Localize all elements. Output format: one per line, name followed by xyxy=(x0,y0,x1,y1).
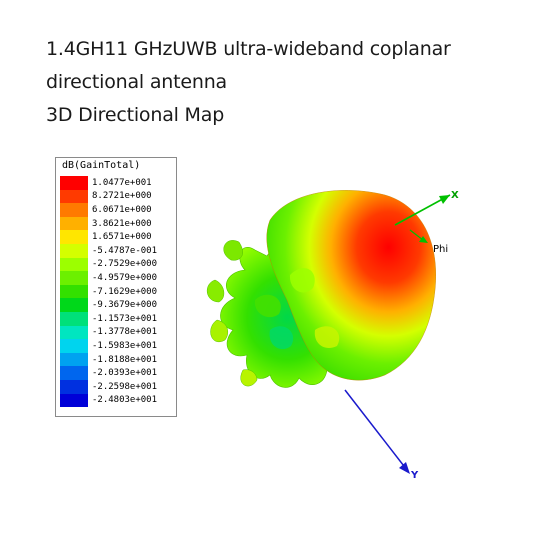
legend-value: 1.0477e+001 xyxy=(92,177,152,188)
legend-value: 8.2721e+000 xyxy=(92,191,152,202)
back-lobe-petal xyxy=(207,279,225,303)
legend-value: -1.3778e+001 xyxy=(92,327,158,338)
legend-row: -2.4803e+001 xyxy=(60,393,174,408)
title-line-2: directional antenna xyxy=(46,71,227,93)
legend-row: 6.0671e+000 xyxy=(60,203,174,217)
legend-value: 6.0671e+000 xyxy=(92,204,152,215)
main-lobe-ripple xyxy=(289,268,315,293)
legend-value: -2.4803e+001 xyxy=(92,395,158,406)
legend-row: -2.2598e+001 xyxy=(60,379,174,394)
x-axis-line xyxy=(394,194,451,226)
phi-axis-label: Phi xyxy=(433,244,448,255)
phi-axis-line xyxy=(409,229,424,241)
legend-value: -2.2598e+001 xyxy=(92,381,158,392)
legend-value: -9.3679e+000 xyxy=(92,300,158,311)
phi-axis-arrowhead xyxy=(419,236,428,243)
legend-body: 1.0477e+001 8.2721e+000 6.0671e+000 3.8621e… xyxy=(60,176,174,408)
gain-legend: dB(GainTotal) 1.0477e+001 8.2721e+000 6.06… xyxy=(55,157,177,417)
legend-swatch xyxy=(60,189,88,204)
legend-value: 1.6571e+000 xyxy=(92,232,152,243)
legend-swatch xyxy=(60,379,88,394)
main-lobe xyxy=(266,190,436,381)
legend-swatch xyxy=(60,284,88,299)
legend-swatch xyxy=(60,203,88,217)
legend-row: -2.7529e+000 xyxy=(60,257,174,272)
legend-swatch xyxy=(60,325,88,340)
legend-row: -7.1629e+000 xyxy=(60,284,174,299)
legend-swatch xyxy=(60,176,88,190)
legend-row: 1.0477e+001 xyxy=(60,176,174,190)
legend-swatch xyxy=(60,352,88,367)
legend-swatch xyxy=(60,216,88,231)
legend-swatch xyxy=(60,271,88,285)
x-axis-arrowhead xyxy=(439,195,450,204)
legend-swatch xyxy=(60,311,88,326)
main-lobe-ripple xyxy=(254,294,281,318)
legend-row: -5.4787e-001 xyxy=(60,243,174,258)
legend-swatch xyxy=(60,298,88,312)
legend-swatch xyxy=(60,243,88,258)
title-line-3: 3D Directional Map xyxy=(46,104,225,126)
legend-row: -1.5983e+001 xyxy=(60,339,174,353)
legend-value: -1.1573e+001 xyxy=(92,313,158,324)
title-block: 1.4GH11 GHzUWB ultra-wideband coplanar d… xyxy=(46,33,516,132)
main-lobe-ripple xyxy=(314,326,340,349)
legend-value: -2.0393e+001 xyxy=(92,368,158,379)
legend-value: -2.7529e+000 xyxy=(92,259,158,270)
back-lobe-petal xyxy=(210,319,228,343)
y-axis-arrowhead xyxy=(399,462,410,474)
legend-value: 3.8621e+000 xyxy=(92,218,152,229)
legend-row: -1.8188e+001 xyxy=(60,352,174,367)
legend-value: -1.8188e+001 xyxy=(92,354,158,365)
legend-value: -5.4787e-001 xyxy=(92,245,158,256)
legend-swatch xyxy=(60,339,88,353)
y-axis-line xyxy=(344,389,408,471)
legend-swatch xyxy=(60,393,88,408)
y-axis-label: Y xyxy=(410,470,419,480)
x-axis-label: X xyxy=(451,190,459,201)
legend-swatch xyxy=(60,257,88,272)
legend-row: -1.1573e+001 xyxy=(60,311,174,326)
radiation-pattern-plot: X Phi Y xyxy=(207,190,459,480)
legend-row: 1.6571e+000 xyxy=(60,230,174,244)
legend-row: 8.2721e+000 xyxy=(60,189,174,204)
title-line-1: 1.4GH11 GHzUWB ultra-wideband coplanar xyxy=(46,38,451,60)
legend-swatch xyxy=(60,366,88,380)
legend-row: 3.8621e+000 xyxy=(60,216,174,231)
legend-row: -1.3778e+001 xyxy=(60,325,174,340)
legend-swatch xyxy=(60,230,88,244)
back-lobe-petal xyxy=(240,369,258,387)
legend-row: -9.3679e+000 xyxy=(60,298,174,312)
legend-row: -2.0393e+001 xyxy=(60,366,174,380)
back-lobe-petal xyxy=(223,240,243,261)
legend-value: -4.9579e+000 xyxy=(92,272,158,283)
legend-value: -7.1629e+000 xyxy=(92,286,158,297)
legend-header: dB(GainTotal) xyxy=(62,160,141,171)
legend-row: -4.9579e+000 xyxy=(60,271,174,285)
main-lobe-ripple xyxy=(269,326,294,350)
legend-value: -1.5983e+001 xyxy=(92,340,158,351)
